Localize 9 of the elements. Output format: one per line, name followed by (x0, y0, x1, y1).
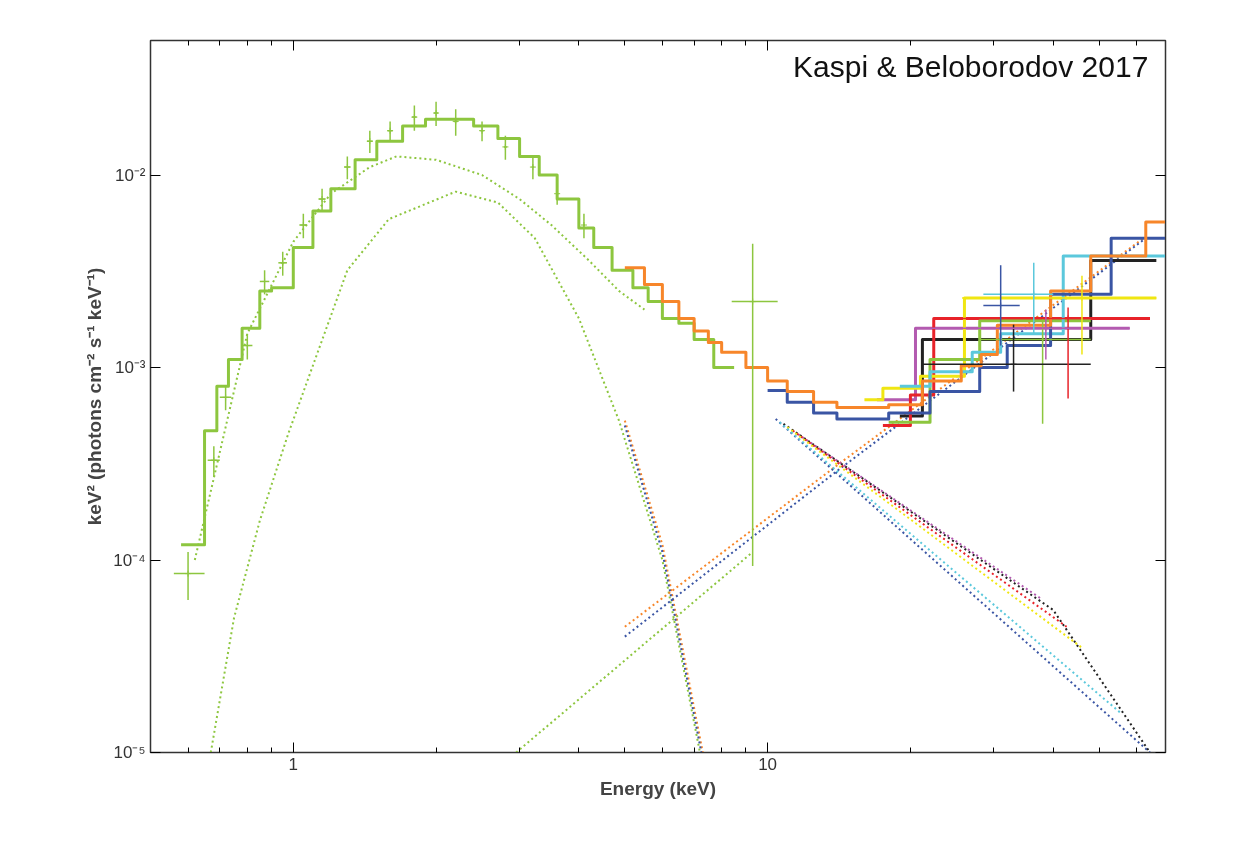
y-tick-label: 10⁻³ (114, 358, 146, 378)
x-tick-label: 10 (758, 754, 778, 774)
x-axis-title: Energy (keV) (599, 777, 717, 799)
y-tick-label: 10⁻⁴ (113, 550, 146, 570)
y-tick-label: 10⁻⁵ (113, 743, 146, 762)
y-axis-title: keV² (photons cm⁻² s⁻¹ keV⁻¹) (84, 267, 106, 526)
annotation: Kaspi & Beloborodov 2017 (793, 50, 1149, 84)
x-tick-label: 1 (288, 754, 299, 774)
y-tick-label: 10⁻² (114, 165, 146, 185)
